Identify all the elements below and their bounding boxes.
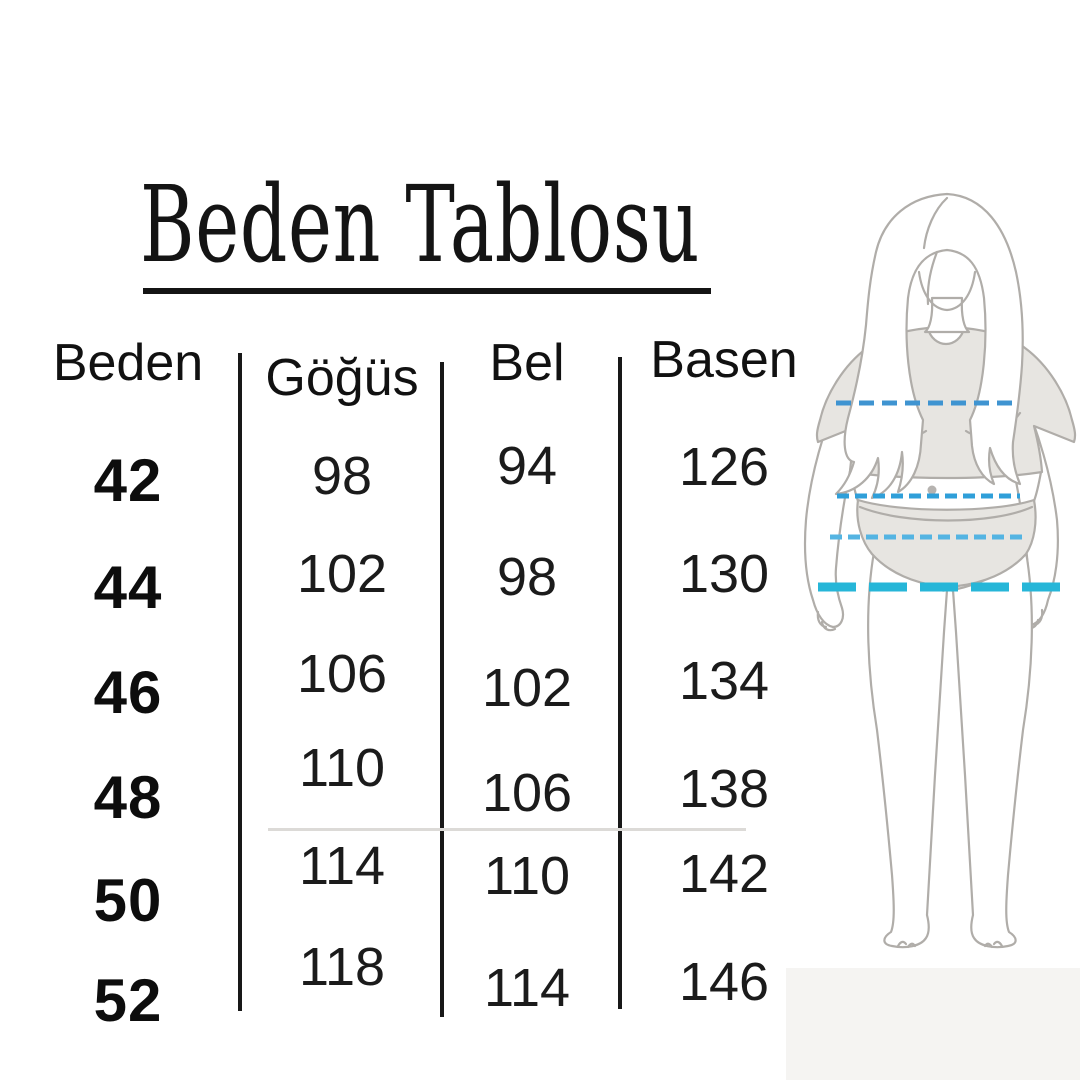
left-leg [867, 550, 949, 949]
hip-cell: 142 [678, 844, 770, 904]
waist-cell: 106 [481, 763, 573, 823]
footer-gray-strip [786, 968, 1080, 1080]
waist-cell: 98 [496, 547, 558, 607]
size-cell: 46 [93, 659, 163, 726]
header-hip: Basen [650, 331, 798, 389]
briefs-waistband [858, 505, 1034, 522]
waist-cell: 102 [481, 658, 573, 718]
hair-part-strand [922, 196, 949, 306]
body-measurement-figure [786, 192, 1080, 1080]
chest-cell: 98 [311, 446, 373, 506]
chest-cell: 106 [296, 644, 388, 704]
size-cell: 44 [93, 554, 163, 621]
title-underline [143, 288, 711, 294]
hip-cell: 130 [678, 544, 770, 604]
column-divider-3 [618, 357, 622, 1009]
hip-cell: 146 [678, 952, 770, 1012]
size-cell: 48 [93, 764, 163, 831]
chest-cell: 118 [298, 937, 386, 997]
size-cell: 50 [93, 867, 163, 934]
column-divider-1 [238, 353, 242, 1011]
left-hand-fingers [816, 610, 837, 632]
waist-cell: 94 [496, 436, 558, 496]
chest-cell: 114 [298, 836, 386, 896]
header-waist: Bel [489, 334, 565, 392]
hair [834, 192, 1024, 500]
right-leg [951, 550, 1033, 949]
header-size: Beden [52, 334, 204, 392]
size-cell: 52 [93, 967, 163, 1034]
hip-cell: 138 [678, 759, 770, 819]
belly-button [927, 485, 937, 495]
waist-cell: 114 [483, 958, 571, 1018]
size-cell: 42 [93, 447, 163, 514]
hip-cell: 126 [678, 437, 770, 497]
column-divider-2 [440, 362, 444, 1017]
jaw [917, 270, 977, 312]
row-divider-light [268, 828, 746, 831]
page-title: Beden Tablosu [140, 163, 701, 286]
chest-cell: 110 [298, 738, 386, 798]
header-chest: Göğüs [265, 349, 419, 407]
waist-cell: 110 [483, 846, 571, 906]
chest-cell: 102 [296, 544, 388, 604]
hip-cell: 134 [678, 651, 770, 711]
toes [896, 940, 1004, 949]
